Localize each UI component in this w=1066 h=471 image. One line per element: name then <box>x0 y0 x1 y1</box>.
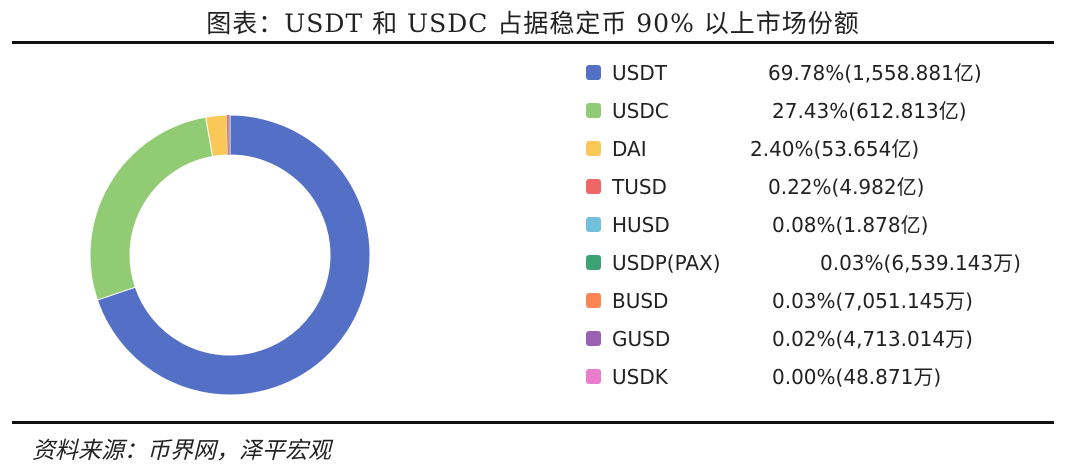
legend-swatch <box>586 65 601 80</box>
legend-value: 0.00%(48.871万) <box>772 365 942 389</box>
legend-swatch <box>586 369 601 384</box>
legend-swatch <box>586 331 601 346</box>
slice-dai <box>205 114 229 158</box>
legend-value: 0.08%(1.878亿) <box>772 213 929 237</box>
donut-chart <box>89 114 371 396</box>
slice-husd <box>228 115 230 156</box>
legend-item-usdk: USDK 0.00%(48.871万) <box>582 362 1042 392</box>
legend-value: 2.40%(53.654亿) <box>750 137 920 161</box>
legend-swatch <box>586 103 601 118</box>
legend-value: 0.02%(4,713.014万) <box>772 327 973 351</box>
legend-label: TUSD <box>612 175 667 199</box>
chart-title: 图表：USDT 和 USDC 占据稳定币 90% 以上市场份额 <box>206 9 860 38</box>
legend-value: 27.43%(612.813亿) <box>772 99 967 123</box>
legend-item-husd: HUSD 0.08%(1.878亿) <box>582 210 1042 240</box>
legend-label: GUSD <box>612 327 671 351</box>
legend-item-tusd: TUSD 0.22%(4.982亿) <box>582 172 1042 202</box>
legend-item-usdt: USDT 69.78%(1,558.881亿) <box>582 58 1042 88</box>
legend-value: 0.03%(6,539.143万) <box>820 251 1021 275</box>
legend-label: USDP(PAX) <box>612 251 721 275</box>
legend-label: HUSD <box>612 213 670 237</box>
slice-usdt <box>96 114 371 396</box>
legend-item-gusd: GUSD 0.02%(4,713.014万) <box>582 324 1042 354</box>
legend-swatch <box>586 293 601 308</box>
legend-swatch <box>586 179 601 194</box>
legend-swatch <box>586 255 601 270</box>
legend-label: USDK <box>612 365 668 389</box>
legend-label: USDC <box>612 99 669 123</box>
legend-item-usdp-pax: USDP(PAX) 0.03%(6,539.143万) <box>582 248 1042 278</box>
top-rule <box>12 41 1054 44</box>
bottom-rule <box>12 421 1054 424</box>
legend-label: USDT <box>612 61 667 85</box>
slice-tusd <box>226 115 229 156</box>
legend-value: 69.78%(1,558.881亿) <box>768 61 982 85</box>
legend-value: 0.22%(4.982亿) <box>768 175 925 199</box>
legend-value: 0.03%(7,051.145万) <box>772 289 973 313</box>
source-note: 资料来源：币界网，泽平宏观 <box>32 438 331 464</box>
legend-label: BUSD <box>612 289 669 313</box>
legend-item-busd: BUSD 0.03%(7,051.145万) <box>582 286 1042 316</box>
legend-label: DAI <box>612 137 647 161</box>
legend-item-dai: DAI 2.40%(53.654亿) <box>582 134 1042 164</box>
slice-usdc <box>89 116 214 301</box>
legend-swatch <box>586 217 601 232</box>
legend-swatch <box>586 141 601 156</box>
legend-item-usdc: USDC 27.43%(612.813亿) <box>582 96 1042 126</box>
